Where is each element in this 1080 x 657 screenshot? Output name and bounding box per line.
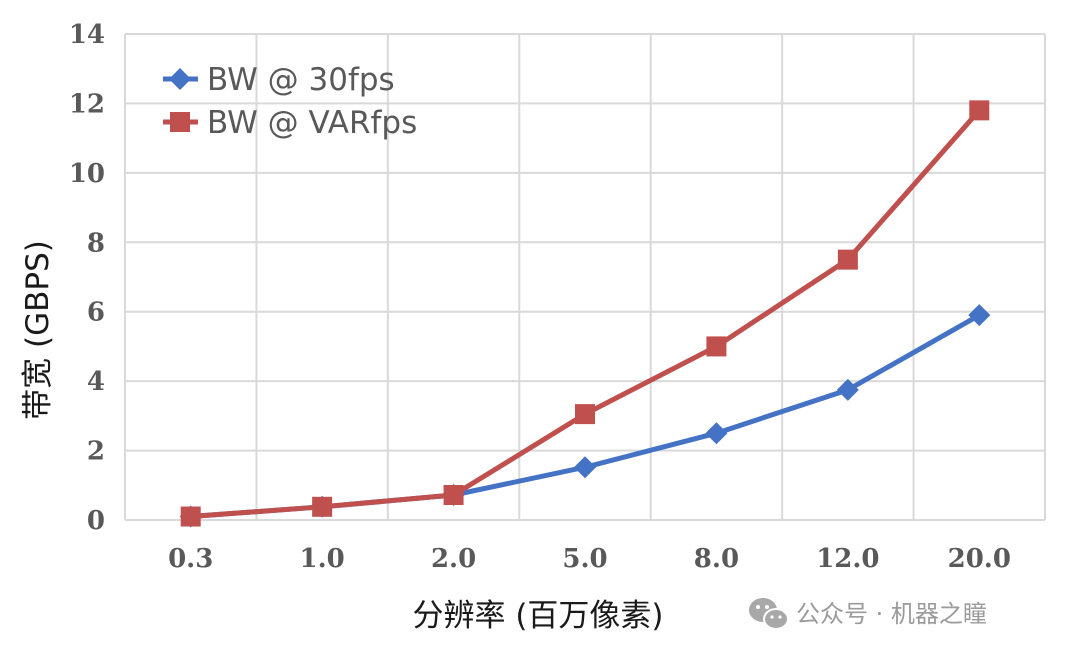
y-axis-title: 带宽 (GBPS) xyxy=(20,240,56,420)
data-point xyxy=(836,378,859,401)
legend-marker xyxy=(170,112,190,132)
legend: BW @ 30fps BW @ VARfps xyxy=(163,62,417,141)
watermark: 公众号 · 机器之瞳 xyxy=(749,598,987,630)
data-point xyxy=(180,506,201,527)
legend-label: BW @ 30fps xyxy=(207,62,395,98)
legend-item: BW @ VARfps xyxy=(163,105,417,141)
watermark-text: 公众号 · 机器之瞳 xyxy=(796,600,987,628)
y-tick-label: 12 xyxy=(69,89,105,119)
legend-marker xyxy=(169,68,191,90)
x-tick-label: 5.0 xyxy=(562,544,607,574)
y-tick-label: 6 xyxy=(87,298,105,328)
y-tick-label: 0 xyxy=(87,506,105,536)
y-tick-label: 10 xyxy=(69,159,105,189)
y-tick-label: 14 xyxy=(69,20,105,50)
x-axis-title: 分辨率 (百万像素) xyxy=(412,598,663,634)
y-tick-label: 8 xyxy=(87,228,105,258)
data-point xyxy=(574,456,596,479)
data-point xyxy=(837,249,858,270)
data-point xyxy=(705,422,728,445)
x-tick-label: 12.0 xyxy=(816,544,879,574)
data-point xyxy=(312,496,333,517)
y-tick-label: 2 xyxy=(87,437,105,467)
legend-label: BW @ VARfps xyxy=(207,105,417,141)
y-tick-label: 4 xyxy=(87,367,105,397)
x-tick-label: 1.0 xyxy=(300,544,345,574)
data-point xyxy=(706,336,727,357)
legend-item: BW @ 30fps xyxy=(163,62,395,98)
x-tick-label: 20.0 xyxy=(948,544,1011,574)
x-tick-label: 8.0 xyxy=(694,544,739,574)
data-point xyxy=(969,100,990,121)
x-tick-label: 0.3 xyxy=(168,544,213,574)
x-tick-label: 2.0 xyxy=(431,544,476,574)
data-point xyxy=(575,404,595,425)
series-2 xyxy=(180,100,990,527)
wechat-icon xyxy=(749,598,789,630)
data-point xyxy=(968,304,991,327)
data-point xyxy=(443,485,464,506)
